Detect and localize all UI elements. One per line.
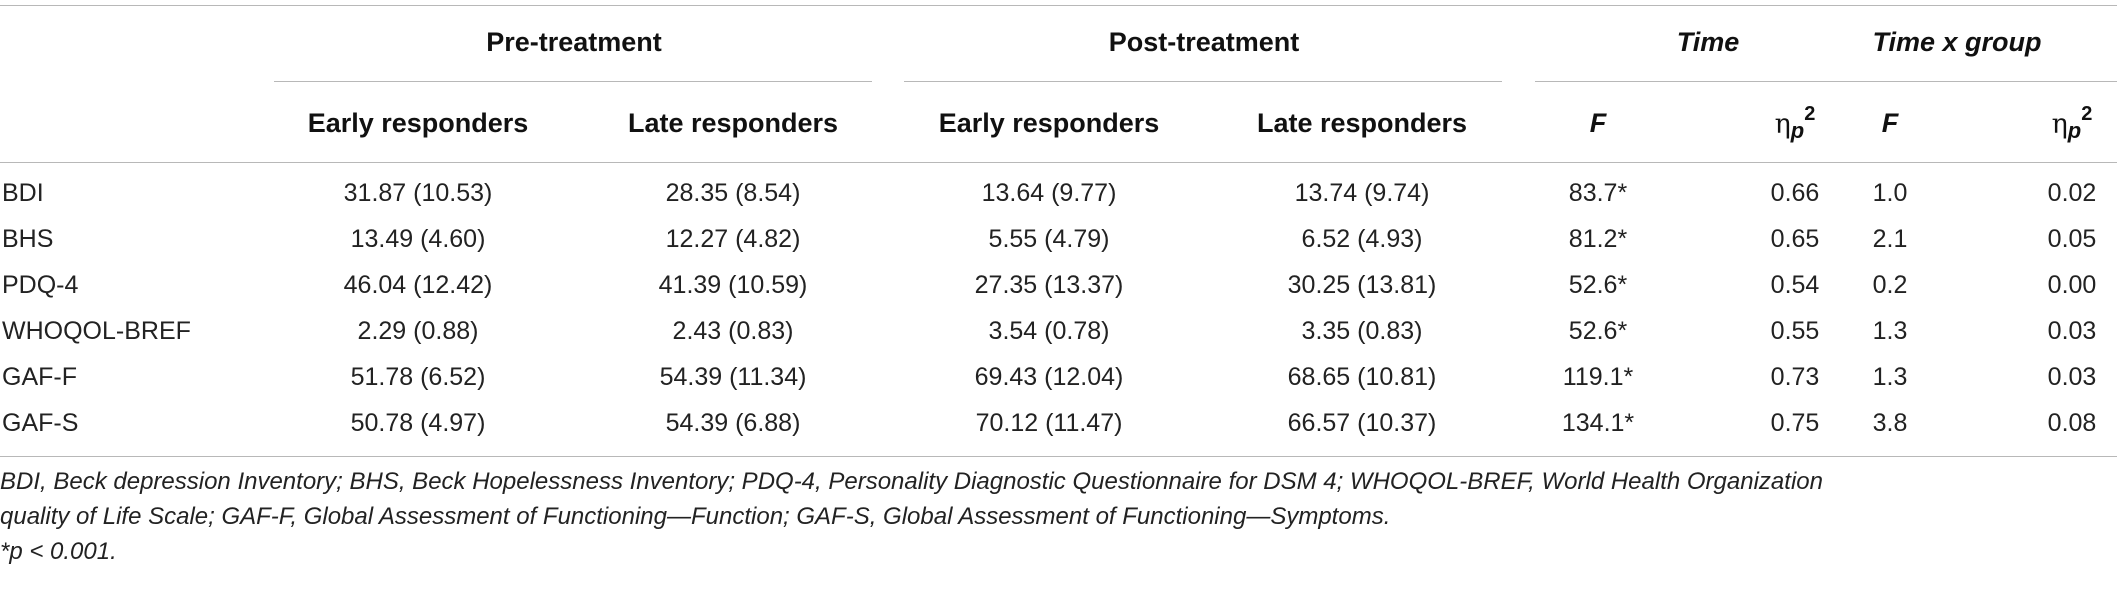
cell-time-f: 83.7*	[1568, 179, 1628, 207]
cell-pre-late: 41.39 (10.59)	[658, 271, 808, 299]
subheader-pre-late: Late responders	[627, 108, 839, 138]
cell-post-late: 6.52 (4.93)	[1301, 225, 1423, 253]
cell-pre-late: 54.39 (11.34)	[659, 363, 807, 391]
cell-pre-early: 50.78 (4.97)	[350, 409, 486, 437]
cell-tg-eta: 0.03	[2047, 317, 2097, 345]
cell-pre-late: 28.35 (8.54)	[665, 179, 801, 207]
cell-time-eta: 0.55	[1770, 317, 1820, 345]
cell-post-late: 3.35 (0.83)	[1301, 317, 1423, 345]
cell-post-early: 69.43 (12.04)	[974, 363, 1124, 391]
group-rule-post-treatment	[904, 81, 1502, 82]
group-rule-pre-treatment	[274, 81, 872, 82]
cell-post-late: 68.65 (10.81)	[1287, 363, 1437, 391]
cell-tg-eta: 0.00	[2047, 271, 2097, 299]
cell-post-late: 66.57 (10.37)	[1287, 409, 1437, 437]
cell-tg-f: 1.0	[1872, 179, 1908, 207]
eta-subscript: p	[2067, 118, 2082, 143]
group-header-pre-treatment: Pre-treatment	[486, 27, 662, 57]
cell-post-late: 13.74 (9.74)	[1294, 179, 1430, 207]
row-label: WHOQOL-BREF	[2, 317, 191, 345]
cell-post-early: 13.64 (9.77)	[981, 179, 1117, 207]
cell-pre-early: 51.78 (6.52)	[350, 363, 486, 391]
cell-tg-eta: 0.03	[2047, 363, 2097, 391]
eta-subscript: p	[1790, 118, 1805, 143]
cell-tg-eta: 0.05	[2047, 225, 2097, 253]
cell-post-early: 3.54 (0.78)	[988, 317, 1110, 345]
cell-pre-early: 2.29 (0.88)	[357, 317, 479, 345]
cell-tg-f: 2.1	[1872, 225, 1908, 253]
row-label: PDQ-4	[2, 271, 79, 299]
cell-tg-f: 1.3	[1872, 317, 1908, 345]
subheader-time-eta: ηp2	[1775, 104, 1816, 142]
cell-pre-early: 31.87 (10.53)	[343, 179, 493, 207]
cell-time-f: 81.2*	[1568, 225, 1628, 253]
cell-time-f: 52.6*	[1568, 271, 1628, 299]
cell-pre-late: 54.39 (6.88)	[665, 409, 801, 437]
cell-pre-late: 2.43 (0.83)	[672, 317, 794, 345]
table-top-rule	[0, 5, 2117, 6]
group-rule-time-x-group	[1806, 81, 2117, 82]
cell-time-f: 134.1*	[1561, 409, 1635, 437]
header-bottom-rule	[0, 162, 2117, 163]
cell-post-early: 70.12 (11.47)	[975, 409, 1123, 437]
cell-tg-eta: 0.02	[2047, 179, 2097, 207]
cell-pre-late: 12.27 (4.82)	[665, 225, 801, 253]
group-header-post-treatment: Post-treatment	[1108, 27, 1300, 57]
footnote-abbreviations-line-2: quality of Life Scale; GAF-F, Global Ass…	[0, 503, 1391, 530]
row-label: GAF-F	[2, 363, 77, 391]
row-label: GAF-S	[2, 409, 79, 437]
cell-tg-eta: 0.08	[2047, 409, 2097, 437]
cell-post-late: 30.25 (13.81)	[1287, 271, 1437, 299]
cell-time-eta: 0.73	[1770, 363, 1820, 391]
cell-time-eta: 0.54	[1770, 271, 1820, 299]
cell-tg-f: 1.3	[1872, 363, 1908, 391]
cell-time-eta: 0.66	[1770, 179, 1820, 207]
subheader-pre-early: Early responders	[307, 108, 529, 138]
cell-post-early: 27.35 (13.37)	[974, 271, 1124, 299]
subheader-time-f: F	[1589, 108, 1607, 138]
group-header-time: Time	[1676, 27, 1740, 57]
subheader-post-early: Early responders	[938, 108, 1160, 138]
cell-tg-f: 3.8	[1872, 409, 1908, 437]
group-header-time-x-group: Time x group	[1872, 27, 2042, 57]
eta-superscript: 2	[1804, 103, 1816, 125]
eta-superscript: 2	[2081, 103, 2093, 125]
row-label: BHS	[2, 225, 54, 253]
cell-time-f: 52.6*	[1568, 317, 1628, 345]
cell-pre-early: 46.04 (12.42)	[343, 271, 493, 299]
footnote-abbreviations-line-1: BDI, Beck depression Inventory; BHS, Bec…	[0, 468, 1823, 495]
cell-tg-f: 0.2	[1872, 271, 1908, 299]
group-rule-time	[1535, 81, 1814, 82]
subheader-post-late: Late responders	[1256, 108, 1468, 138]
row-label: BDI	[2, 179, 44, 207]
cell-time-eta: 0.65	[1770, 225, 1820, 253]
subheader-tg-f: F	[1881, 108, 1899, 138]
eta-symbol: η	[2051, 109, 2068, 140]
cell-post-early: 5.55 (4.79)	[988, 225, 1110, 253]
cell-time-eta: 0.75	[1770, 409, 1820, 437]
subheader-tg-eta: ηp2	[2052, 104, 2093, 142]
eta-symbol: η	[1774, 109, 1791, 140]
footnote-significance: *p < 0.001.	[0, 538, 117, 565]
table-bottom-rule	[0, 456, 2117, 457]
cell-pre-early: 13.49 (4.60)	[350, 225, 486, 253]
cell-time-f: 119.1*	[1562, 363, 1634, 391]
